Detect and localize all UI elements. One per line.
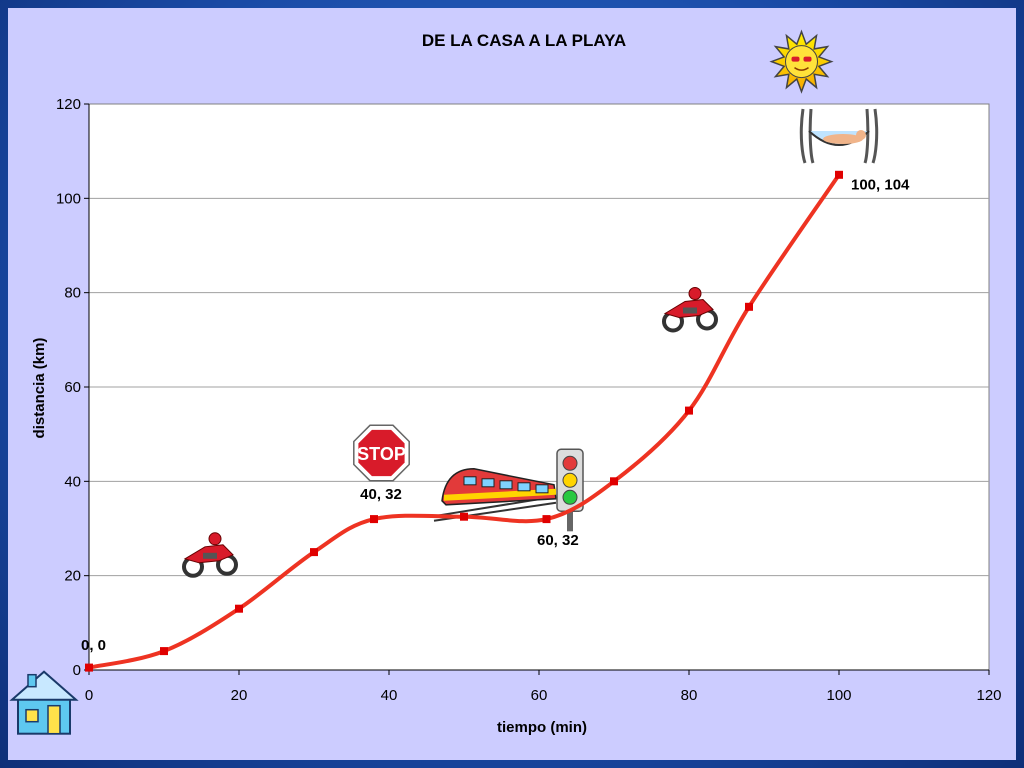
data-point xyxy=(460,512,468,521)
data-point xyxy=(310,548,318,557)
data-label: 60, 32 xyxy=(537,532,579,549)
series-line-path xyxy=(88,173,841,670)
annotations: 0, 0 40, 32 60, 32 100, 104 xyxy=(81,177,910,655)
x-tick-label: 120 xyxy=(976,687,1001,704)
data-point xyxy=(745,302,753,311)
hammock-icon xyxy=(799,108,879,164)
y-tick-label: 20 xyxy=(64,568,81,585)
data-point xyxy=(85,663,93,672)
house-icon xyxy=(9,670,79,735)
x-tick-label: 60 xyxy=(531,687,548,704)
y-tick-label: 0 xyxy=(73,662,81,679)
motorcycle-icon xyxy=(182,532,238,578)
y-tick-label: 100 xyxy=(56,190,81,207)
y-tick-label: 40 xyxy=(64,473,81,490)
x-tick-label: 20 xyxy=(231,687,248,704)
traffic-light-icon xyxy=(556,448,584,532)
data-label: 40, 32 xyxy=(360,486,402,503)
x-axis-label: tiempo (min) xyxy=(497,719,587,736)
stop-sign-icon: STOP xyxy=(353,424,410,482)
x-tick-label: 40 xyxy=(381,687,398,704)
x-tick-label: 80 xyxy=(681,687,698,704)
data-point xyxy=(160,647,168,656)
data-label: 100, 104 xyxy=(851,177,910,194)
y-tick-label: 120 xyxy=(56,96,81,113)
x-tick-label: 0 xyxy=(85,687,93,704)
x-tick-label: 100 xyxy=(826,687,851,704)
data-points xyxy=(85,170,843,672)
data-point xyxy=(235,604,243,613)
illustrations: STOP xyxy=(9,29,879,735)
data-point xyxy=(370,515,378,524)
y-axis-label: distancia (km) xyxy=(31,338,48,439)
data-point xyxy=(835,170,843,179)
motorcycle-icon xyxy=(662,287,718,333)
data-point xyxy=(542,515,551,524)
data-label: 0, 0 xyxy=(81,637,106,654)
y-tick-label: 80 xyxy=(64,285,81,302)
data-point xyxy=(685,406,693,415)
sun-icon xyxy=(769,29,834,94)
series-line xyxy=(88,173,841,670)
chart-title: DE LA CASA A LA PLAYA xyxy=(422,31,626,50)
svg-text:STOP: STOP xyxy=(357,444,406,464)
tick-labels: 0 20 40 60 80 100 120 0 20 40 60 80 100 120 xyxy=(56,96,1002,704)
data-point xyxy=(610,477,618,486)
y-tick-label: 60 xyxy=(64,379,81,396)
